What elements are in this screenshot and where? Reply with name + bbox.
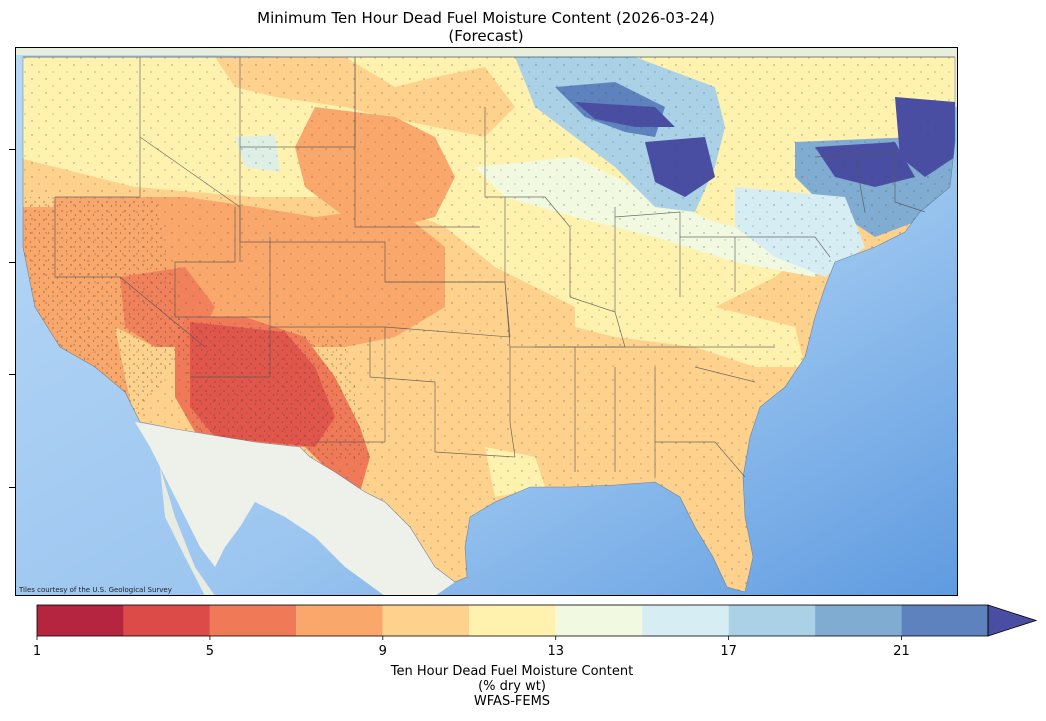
colorbar-bin bbox=[296, 605, 383, 636]
colorbar-bin bbox=[642, 605, 729, 636]
map-attribution: Tiles courtesy of the U.S. Geological Su… bbox=[19, 586, 172, 594]
colorbar-bin bbox=[469, 605, 556, 636]
colorbar-tick-label: 17 bbox=[720, 644, 737, 659]
colorbar-bin bbox=[209, 605, 297, 636]
colorbar-tick-label: 21 bbox=[893, 644, 910, 659]
y-axis-tick bbox=[9, 374, 15, 375]
map-subtitle: (Forecast) bbox=[448, 27, 524, 45]
colorbar-tick-label: 1 bbox=[32, 644, 42, 659]
colorbar-bin bbox=[728, 605, 816, 636]
colorbar-tick-label: 5 bbox=[205, 644, 215, 659]
colorbar-bin bbox=[37, 605, 124, 636]
colorbar-tick-label: 13 bbox=[547, 644, 564, 659]
colorbar-extend-arrow bbox=[987, 604, 1038, 637]
colorbar-bin bbox=[382, 605, 470, 636]
map-frame bbox=[15, 47, 958, 596]
colorbar-title-line2: (% dry wt) bbox=[478, 679, 546, 694]
colorbar-tick-label: 9 bbox=[378, 644, 387, 659]
colorbar-title: Ten Hour Dead Fuel Moisture Content (% d… bbox=[391, 664, 633, 709]
colorbar-bin bbox=[815, 605, 902, 636]
colorbar-title-line3: WFAS-FEMS bbox=[473, 694, 551, 709]
y-axis-tick bbox=[9, 487, 15, 488]
map-svg bbox=[15, 47, 958, 596]
y-axis-tick bbox=[9, 149, 15, 150]
map-title: Minimum Ten Hour Dead Fuel Moisture Cont… bbox=[257, 9, 715, 27]
map-panel[interactable] bbox=[15, 47, 958, 596]
colorbar-title-line1: Ten Hour Dead Fuel Moisture Content bbox=[390, 664, 634, 679]
colorbar-bin bbox=[901, 605, 988, 636]
y-axis-tick bbox=[9, 262, 15, 263]
colorbar-frame bbox=[36, 604, 989, 637]
colorbar-bin bbox=[555, 605, 643, 636]
colorbar-bin bbox=[123, 605, 210, 636]
